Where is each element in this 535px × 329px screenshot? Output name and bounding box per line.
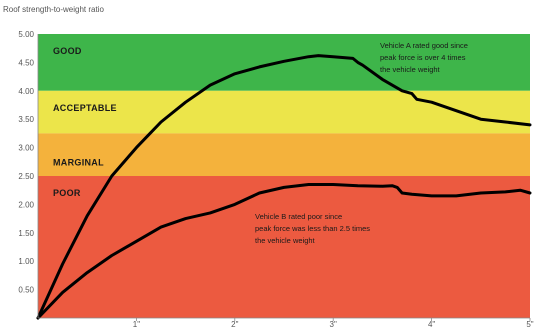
rating-bands: GOOD ACCEPTABLE MARGINAL POOR <box>38 34 530 318</box>
y-tick-label: 1.50 <box>18 229 34 238</box>
x-tick-labels: 1" 2" 3" 4" 5" <box>133 318 534 329</box>
curve-vehicle-a <box>36 54 532 320</box>
band-poor <box>38 176 530 318</box>
annotation-a-line-1: Vehicle A rated good since <box>380 41 468 50</box>
band-label-acceptable: ACCEPTABLE <box>53 103 117 113</box>
band-acceptable <box>38 90 530 134</box>
y-axis-label: Roof strength-to-weight ratio <box>3 5 104 14</box>
band-label-poor: POOR <box>53 188 81 198</box>
annotation-vehicle-b: Vehicle B rated poor since peak force wa… <box>255 212 370 245</box>
annotation-a-line-3: the vehicle weight <box>380 65 441 74</box>
annotation-a-line-2: peak force is over 4 times <box>380 53 466 62</box>
band-marginal <box>38 133 530 176</box>
y-tick-label: 2.50 <box>18 172 34 181</box>
x-tick-label: 5" <box>526 320 533 329</box>
x-tick-label: 3" <box>330 320 337 329</box>
y-tick-label: 4.00 <box>18 87 34 96</box>
y-tick-label: 1.00 <box>18 257 34 266</box>
y-tick-label: 4.50 <box>18 58 34 67</box>
y-tick-label: 3.00 <box>18 144 34 153</box>
y-tick-labels: 0.50 1.00 1.50 2.00 2.50 3.00 3.50 4.00 4.50 5.00 <box>18 30 34 295</box>
annotation-vehicle-a: Vehicle A rated good since peak force is… <box>380 41 468 74</box>
annotation-b-line-2: peak force was less than 2.5 times <box>255 224 370 233</box>
x-tick-label: 1" <box>133 320 140 329</box>
annotation-b-line-1: Vehicle B rated poor since <box>255 212 342 221</box>
y-tick-label: 5.00 <box>18 30 34 39</box>
x-tick-label: 2" <box>231 320 238 329</box>
force-curves <box>36 54 532 320</box>
band-label-marginal: MARGINAL <box>53 157 104 167</box>
band-label-good: GOOD <box>53 46 82 56</box>
y-tick-label: 0.50 <box>18 286 34 295</box>
annotation-b-line-3: the vehicle weight <box>255 236 316 245</box>
x-tick-label: 4" <box>428 320 435 329</box>
y-tick-label: 2.00 <box>18 200 34 209</box>
curve-vehicle-b <box>36 183 532 320</box>
y-tick-label: 3.50 <box>18 115 34 124</box>
